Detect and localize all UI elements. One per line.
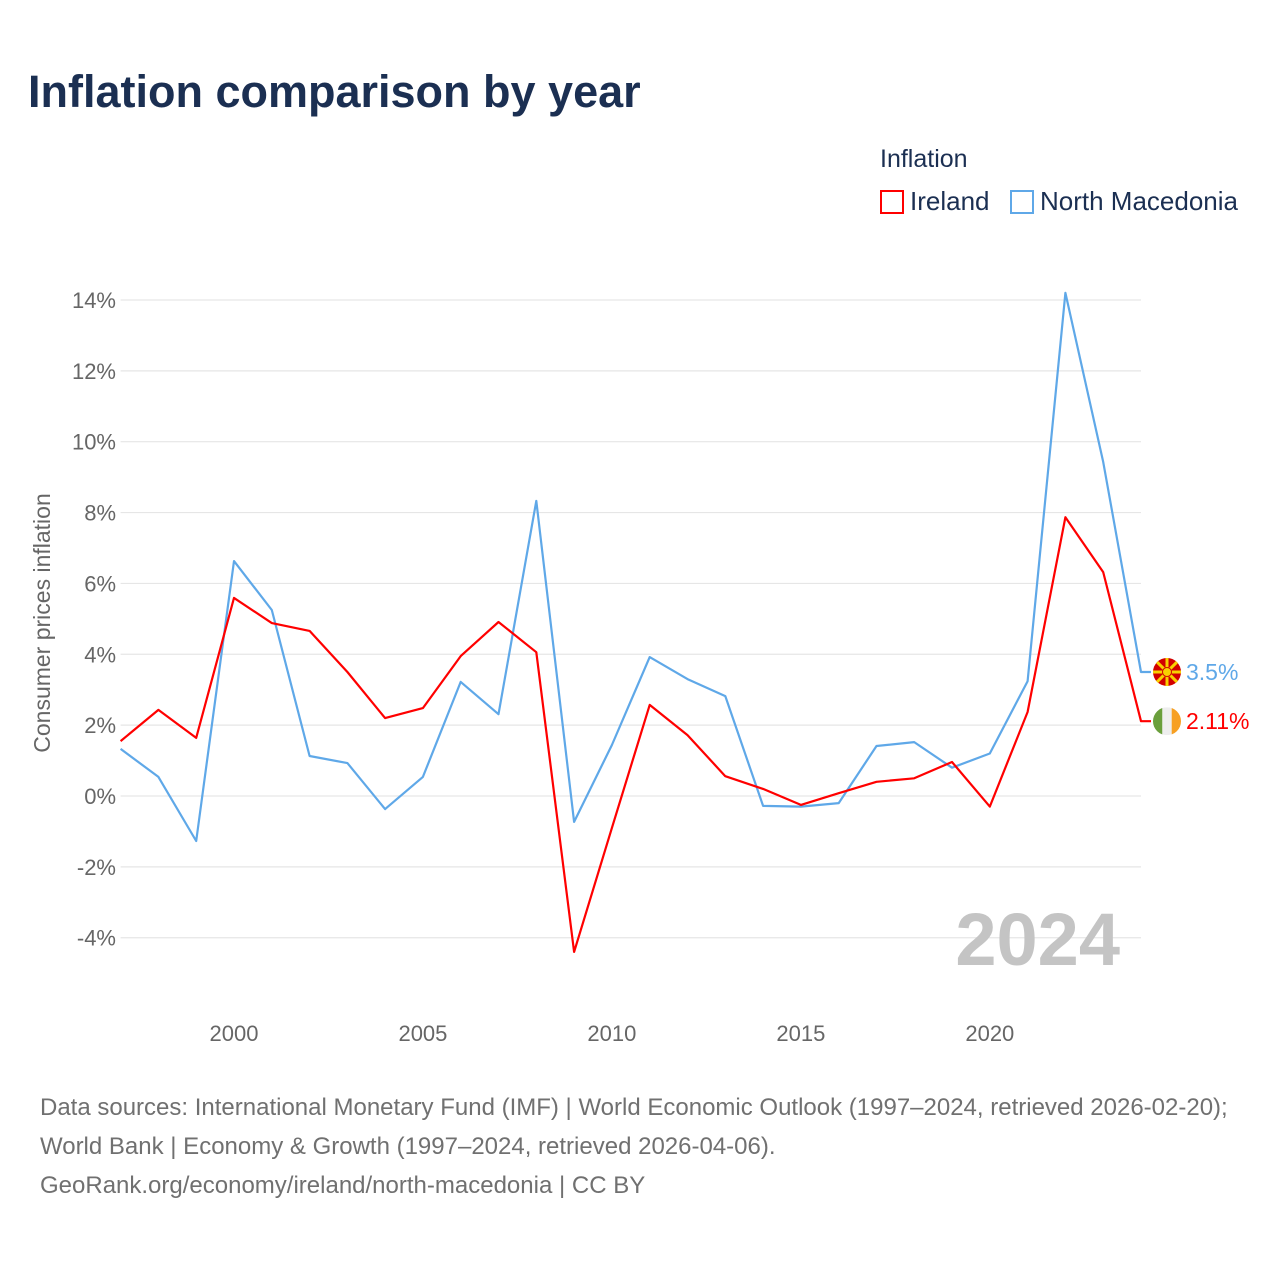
ireland-flag-icon [1153,707,1181,736]
legend-swatch [1010,189,1034,214]
y-tick-label: 8% [84,501,116,526]
y-tick-label: -2% [77,855,116,880]
y-tick-label: 4% [84,642,116,667]
y-axis-label: Consumer prices inflation [29,493,55,753]
sources-text: Data sources: International Monetary Fun… [40,1094,1228,1160]
data-sources: Data sources: International Monetary Fun… [40,1088,1250,1205]
y-tick-label: 6% [84,571,116,596]
line-chart: -4% -2% 0% 2% 4% 6% 8% 10% 12% 14% 2000 2005 2010 20… [29,288,1250,1046]
series-line-north-macedonia [119,291,1151,843]
end-value-label: 3.5% [1186,659,1238,685]
y-tick-label: -4% [77,926,116,951]
north-macedonia-flag-icon [1153,657,1181,686]
legend-item-north-macedonia[interactable]: North Macedonia [1010,186,1238,217]
sources-link[interactable]: GeoRank.org/economy/ireland/north-macedo… [40,1172,646,1199]
x-tick-label: 2000 [210,1021,259,1046]
legend-label: North Macedonia [1040,186,1238,216]
y-tick-label: 2% [84,713,116,738]
y-tick-label: 14% [72,288,116,313]
x-tick-label: 2005 [398,1021,447,1046]
x-tick-label: 2020 [965,1021,1014,1046]
x-tick-label: 2015 [776,1021,825,1046]
legend-swatch [880,189,904,214]
legend-title: Inflation [880,145,968,173]
series-line-ireland [119,516,1151,954]
page-title: Inflation comparison by year [28,66,641,117]
x-tick-label: 2010 [587,1021,636,1046]
y-tick-label: 10% [72,430,116,455]
y-tick-label: 0% [84,784,116,809]
year-watermark: 2024 [955,898,1120,981]
legend-label: Ireland [910,186,990,216]
y-tick-label: 12% [72,359,116,384]
legend-item-ireland[interactable]: Ireland [880,186,990,217]
end-value-label: 2.11% [1186,708,1250,734]
